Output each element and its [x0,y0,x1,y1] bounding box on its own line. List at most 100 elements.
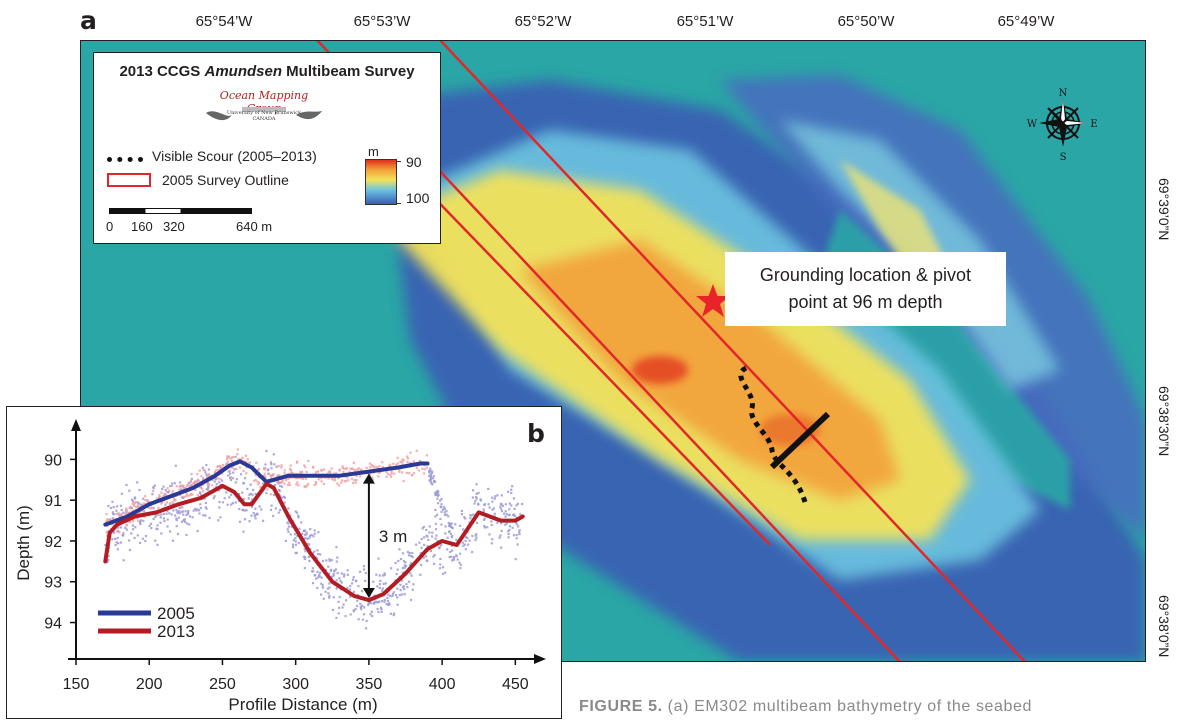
sounding-point [434,515,437,518]
sounding-point [295,483,298,486]
sounding-point [272,493,276,497]
sounding-point [441,572,445,575]
sounding-point [476,521,479,524]
sounding-point [345,476,348,479]
sounding-point [303,485,306,488]
sounding-point [116,548,119,551]
sounding-point [278,488,281,492]
longitude-label: 65°50’W [837,13,895,30]
sounding-point [274,507,277,510]
sounding-point [368,462,372,465]
sounding-point [439,499,442,502]
sounding-point [364,579,367,582]
sounding-point [345,599,348,602]
sounding-point [254,478,257,482]
sounding-point [403,593,406,596]
sounding-point [324,590,327,593]
sounding-point [396,462,400,465]
sounding-point [294,510,297,513]
sounding-point [132,518,135,521]
sounding-point [189,494,192,497]
sounding-point [287,525,290,528]
sounding-point [515,537,518,540]
sounding-point [396,603,399,606]
sounding-point [168,489,171,492]
sounding-point [121,534,124,537]
sounding-point [328,572,331,575]
sounding-point [131,520,134,523]
sounding-point [198,469,201,472]
sounding-point [152,487,155,490]
sounding-point [230,493,233,496]
sounding-point [264,466,267,470]
series-line-2005 [103,459,430,527]
sounding-point [494,495,497,498]
sounding-point [290,525,293,528]
sounding-point [441,566,445,569]
sounding-point [368,473,372,476]
sounding-point [369,613,372,616]
sounding-point [277,474,280,477]
difference-label: 3 m [379,527,407,546]
sounding-point [329,471,332,475]
sounding-point [421,467,424,470]
sounding-point [337,484,341,487]
sounding-point [200,475,203,478]
sounding-point [263,472,266,475]
sounding-point [373,602,376,605]
sounding-point [106,518,109,521]
sounding-point [365,466,368,469]
sounding-point [406,460,409,463]
sounding-point [450,559,454,562]
sounding-point [391,592,394,596]
y-tick-label: 92 [44,534,62,551]
sounding-point [166,525,169,528]
sounding-point [171,490,175,493]
sounding-point [396,596,399,599]
sounding-point [471,489,475,492]
sounding-point [396,456,399,459]
sounding-point [136,481,139,484]
sounding-point [207,485,210,489]
sounding-point [252,511,255,515]
sounding-point [404,565,408,568]
sounding-point [460,509,464,513]
sounding-point [328,470,331,473]
sounding-point [381,461,384,464]
sounding-point [518,532,521,536]
sounding-point [440,544,443,547]
sounding-point [482,510,485,513]
sounding-point [362,613,366,616]
sounding-point [432,475,435,478]
sounding-point [381,587,384,590]
sounding-point [507,530,510,533]
sounding-point [270,476,273,479]
sounding-point [329,569,333,572]
sounding-point [404,561,407,564]
sounding-point [389,612,393,615]
sounding-point [142,519,145,523]
sounding-point [380,599,384,603]
sounding-point [443,511,446,514]
sounding-point [124,526,127,530]
sounding-point [185,533,188,537]
sounding-point [439,557,442,561]
sounding-point [237,458,240,461]
sounding-point [463,543,466,546]
sounding-point [304,550,307,553]
sounding-point [188,484,191,487]
sounding-point [138,541,142,545]
sounding-point [128,511,132,514]
sounding-point [202,514,205,517]
sounding-point [199,493,203,497]
sounding-point [284,479,287,482]
compass-n: N [1059,88,1068,99]
sounding-point [311,582,315,585]
sounding-point [166,487,169,490]
sounding-point [421,527,424,530]
sounding-point [286,521,289,524]
sounding-point [278,474,281,477]
sounding-point [342,603,345,606]
x-tick-label: 200 [136,676,163,693]
sounding-point [107,555,110,558]
